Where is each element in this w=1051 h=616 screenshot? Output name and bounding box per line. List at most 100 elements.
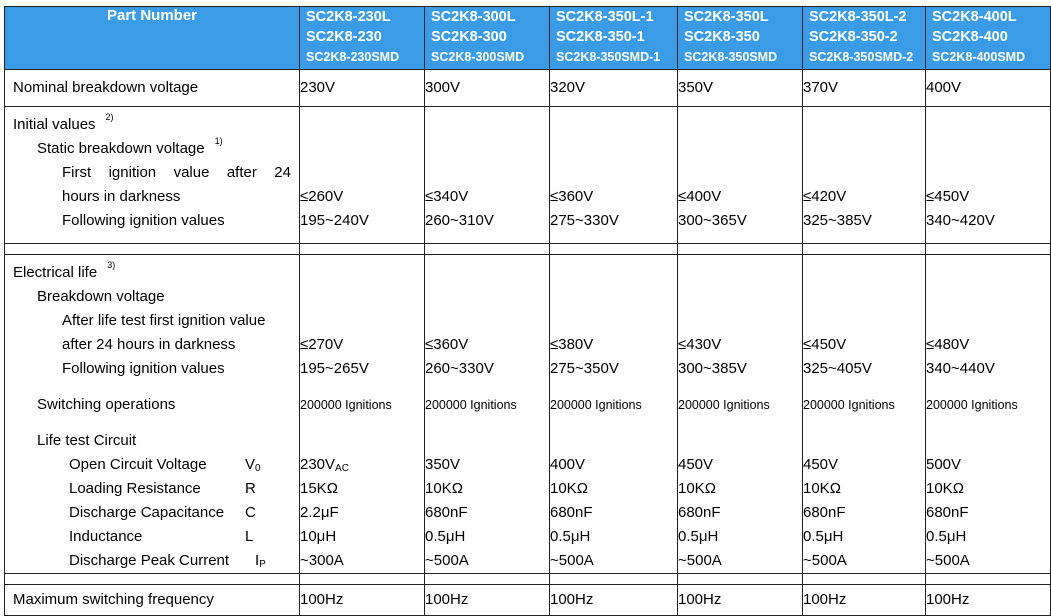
model-line1: SC2K8-350L-1 — [556, 9, 654, 25]
after-life-value: ≤450V — [803, 336, 847, 353]
part-number-header: Part Number — [4, 6, 300, 70]
electrical-life-row: Electrical life 3) Breakdown voltage Afte… — [4, 254, 1051, 574]
after-life-value: ≤270V — [300, 336, 344, 353]
symbol-letter: I — [255, 552, 260, 569]
peak-current-value: ~500A — [678, 552, 722, 569]
capacitance-value: 680nF — [550, 504, 593, 521]
ocv-value: 230VAC — [300, 453, 424, 477]
resistance-line: Loading Resistance R — [5, 477, 299, 501]
nominal-label-cell: Nominal breakdown voltage — [4, 69, 300, 107]
life-label-cell: Electrical life 3) Breakdown voltage Afte… — [4, 254, 300, 574]
following-ignition-value: 300~365V — [678, 212, 747, 229]
max-frequency-label: Maximum switching frequency — [13, 591, 214, 608]
model-line2: SC2K8-350 — [684, 29, 760, 45]
resistance-label: Loading Resistance — [69, 480, 201, 497]
ocv-value: 500V — [926, 456, 962, 473]
max-frequency-row: Maximum switching frequency 100Hz 100Hz … — [4, 584, 1051, 616]
max-frequency-cell: 100Hz — [925, 584, 1051, 616]
max-frequency-value: 100Hz — [425, 591, 469, 608]
following-ignition-label: Following ignition values — [62, 360, 225, 377]
footnote-marker: 3) — [107, 260, 116, 270]
initial-cell: ≤340V 260~310V — [424, 106, 550, 244]
nominal-cell: 230V — [299, 69, 425, 107]
inductance-value: 0.5μH — [550, 528, 591, 545]
following-ignition-value: 340~440V — [926, 360, 995, 377]
model-header: SC2K8-300L SC2K8-300 SC2K8-300SMD — [424, 6, 550, 70]
resistance-value: 10KΩ — [803, 480, 841, 497]
header-row: Part Number SC2K8-230L SC2K8-230 SC2K8-230… — [4, 6, 1051, 70]
switching-value: 200000 Ignitions — [550, 398, 642, 412]
nominal-cell: 370V — [802, 69, 926, 107]
after-life-value: ≤360V — [425, 336, 469, 353]
peak-current-value: ~300A — [300, 552, 344, 569]
following-ignition-value: 300~385V — [678, 360, 747, 377]
peak-current-symbol: IP — [255, 549, 266, 577]
max-frequency-cell: 100Hz — [299, 584, 425, 616]
resistance-value: 10KΩ — [550, 480, 588, 497]
after-life-value: ≤430V — [678, 336, 722, 353]
nominal-cell: 350V — [677, 69, 803, 107]
word: First — [62, 164, 92, 181]
peak-current-label: Discharge Peak Current — [69, 552, 230, 569]
initial-cell: ≤400V 300~365V — [677, 106, 803, 244]
ocv-label: Open Circuit Voltage — [69, 456, 207, 473]
first-ignition-value: ≤360V — [550, 188, 594, 205]
nominal-value: 230V — [300, 79, 336, 96]
first-ignition-label-line2: hours in darkness — [62, 188, 181, 205]
max-frequency-value: 100Hz — [926, 591, 970, 608]
capacitance-value: 680nF — [678, 504, 721, 521]
model-line1: SC2K8-230L — [306, 9, 391, 25]
resistance-value: 10KΩ — [678, 480, 716, 497]
after-life-label-line1: After life test first ignition value — [62, 312, 266, 329]
nominal-cell: 300V — [424, 69, 550, 107]
max-frequency-value: 100Hz — [678, 591, 722, 608]
spacer-row — [4, 573, 1051, 585]
max-frequency-cell: 100Hz — [424, 584, 550, 616]
ocv-value: 450V — [803, 456, 839, 473]
capacitance-label: Discharge Capacitance — [69, 504, 225, 521]
initial-values-row: Initial values 2) Static breakdown voltag… — [4, 106, 1051, 244]
nominal-label: Nominal breakdown voltage — [13, 79, 199, 96]
initial-cell: ≤260V 195~240V — [299, 106, 425, 244]
nominal-cell: 400V — [925, 69, 1051, 107]
nominal-value: 350V — [678, 79, 714, 96]
resistance-symbol: R — [245, 480, 256, 497]
spacer-row — [4, 243, 1051, 255]
switching-value: 200000 Ignitions — [300, 398, 392, 412]
model-line3: SC2K8-400SMD — [932, 50, 1026, 64]
ocv-symbol: V0 — [245, 453, 261, 481]
initial-values-heading: Initial values 2) — [5, 112, 299, 137]
resistance-value: 10KΩ — [926, 480, 964, 497]
resistance-value: 10KΩ — [425, 480, 463, 497]
life-cell: ≤450V 325~405V 200000 Ignitions 450V 10K… — [802, 254, 926, 574]
model-line2: SC2K8-400 — [932, 29, 1008, 45]
switching-value: 200000 Ignitions — [678, 398, 770, 412]
peak-current-line: Discharge Peak Current IP — [5, 549, 299, 573]
inductance-value: 0.5μH — [425, 528, 466, 545]
peak-current-value: ~500A — [803, 552, 847, 569]
life-cell: ≤380V 275~350V 200000 Ignitions 400V 10K… — [549, 254, 678, 574]
model-line3: SC2K8-350SMD-1 — [556, 50, 661, 64]
initial-cell: ≤420V 325~385V — [802, 106, 926, 244]
after-life-label-line2: after 24 hours in darkness — [62, 336, 236, 353]
footnote-marker: 2) — [105, 112, 114, 122]
word: ignition — [108, 164, 157, 181]
after-life-value: ≤380V — [550, 336, 594, 353]
following-ignition-value: 275~330V — [550, 212, 619, 229]
model-line3: SC2K8-350SMD-2 — [809, 50, 914, 64]
ocv-value: 350V — [425, 456, 461, 473]
life-cell: ≤430V 300~385V 200000 Ignitions 450V 10K… — [677, 254, 803, 574]
ocv-subscript: AC — [335, 463, 349, 474]
electrical-life-heading: Electrical life 3) — [5, 260, 299, 285]
capacitance-value: 680nF — [425, 504, 468, 521]
inductance-value: 0.5μH — [803, 528, 844, 545]
switching-value: 200000 Ignitions — [803, 398, 895, 412]
switching-value: 200000 Ignitions — [926, 398, 1018, 412]
switching-value: 200000 Ignitions — [425, 398, 517, 412]
max-frequency-value: 100Hz — [803, 591, 847, 608]
ocv-number: 230V — [300, 456, 336, 473]
following-ignition-value: 325~385V — [803, 212, 872, 229]
initial-cell: ≤450V 340~420V — [925, 106, 1051, 244]
life-test-circuit-label: Life test Circuit — [37, 432, 137, 449]
